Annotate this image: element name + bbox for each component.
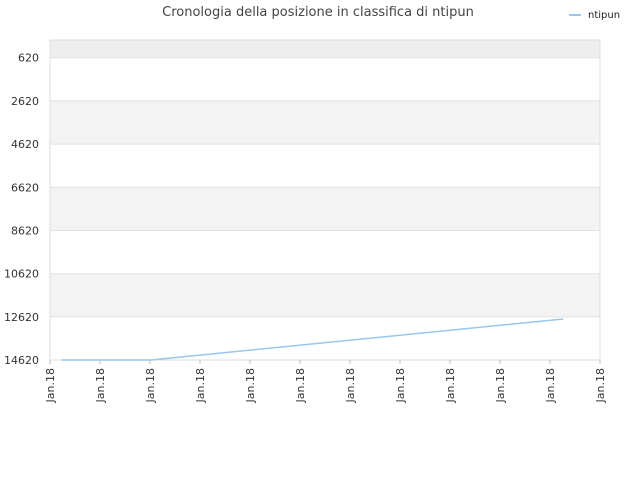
x-tick-label: Jan.18 (44, 368, 57, 403)
series-layer (61, 318, 564, 361)
x-tick-label: Jan.18 (194, 368, 207, 403)
y-tick-label: 12620 (4, 311, 39, 324)
x-tick-label: Jan.18 (294, 368, 307, 403)
x-tick-label: Jan.18 (94, 368, 107, 403)
x-tick-label: Jan.18 (544, 368, 557, 403)
x-tick-label: Jan.18 (494, 368, 507, 403)
series-line-ntipun (61, 318, 564, 361)
y-tick-label: 620 (18, 52, 39, 65)
x-tick-label: Jan.18 (144, 368, 157, 403)
grid-band (50, 57, 600, 101)
grid-bands (50, 40, 600, 360)
x-axis: Jan.18 Jan.18 Jan.18 Jan.18 Jan.18 Jan.18 Jan.… (44, 360, 607, 403)
plot-area-border (49, 39, 601, 361)
grid-band (50, 100, 600, 145)
x-tick-label: Jan.18 (594, 368, 607, 403)
legend-label-ntipun: ntipun (588, 10, 620, 21)
grid-band (50, 273, 600, 317)
y-tick-label: 14620 (4, 354, 39, 367)
y-tick-label: 10620 (4, 268, 39, 281)
y-tick-label: 4620 (11, 138, 39, 151)
y-tick-label: 8620 (11, 224, 39, 237)
x-tick-label: Jan.18 (344, 368, 357, 403)
y-axis: 620 2620 4620 6620 8620 10620 12620 14620 (4, 52, 39, 367)
grid-band (50, 187, 600, 231)
y-tick-label: 6620 (11, 181, 39, 194)
x-tick-label: Jan.18 (244, 368, 257, 403)
x-tick-label: Jan.18 (444, 368, 457, 403)
x-tick-label: Jan.18 (394, 368, 407, 403)
y-tick-label: 2620 (11, 95, 39, 108)
grid-band (50, 230, 600, 274)
chart-title: Cronologia della posizione in classifica… (162, 5, 474, 20)
grid-band (50, 144, 600, 188)
legend[interactable]: ntipun (569, 10, 620, 21)
grid-band (50, 40, 600, 58)
